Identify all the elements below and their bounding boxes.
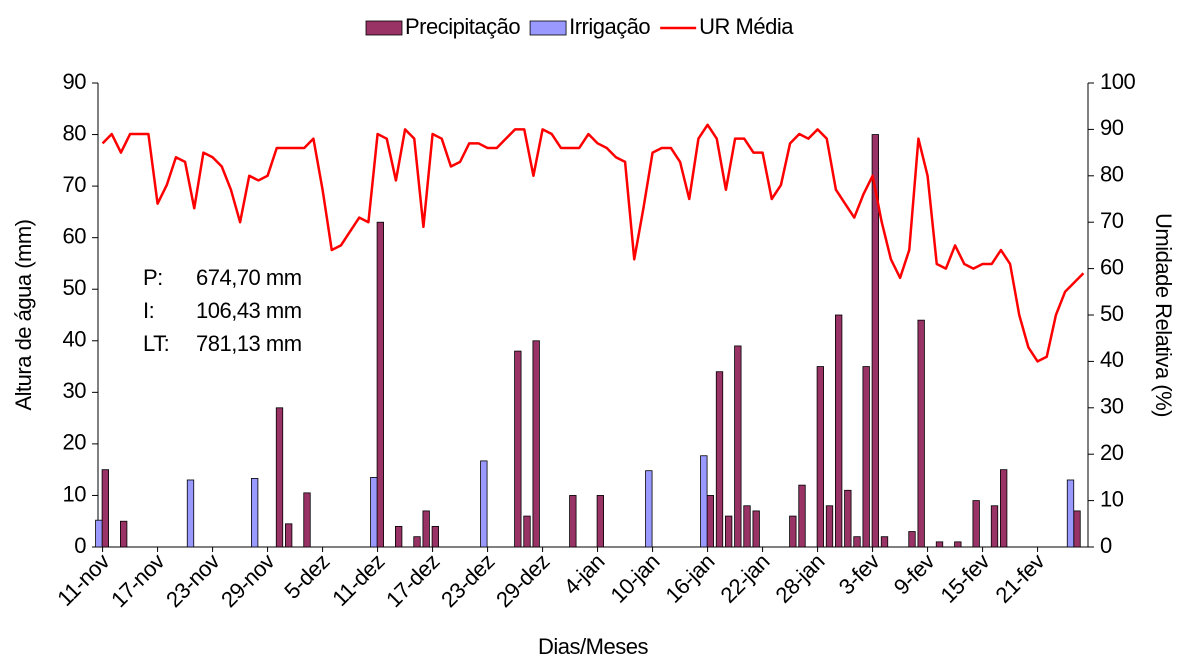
bar — [120, 520, 128, 548]
bar — [743, 505, 751, 548]
bar — [251, 478, 259, 548]
legend-label: Precipitação — [405, 14, 520, 39]
line — [101, 123, 1085, 363]
y-tick-label: 10 — [63, 481, 87, 506]
bar — [752, 510, 760, 548]
bar — [706, 495, 714, 548]
legend-label: Irrigação — [569, 14, 650, 39]
bar — [835, 314, 843, 548]
annotation-text: 674,70 mm — [196, 265, 302, 290]
bar — [395, 525, 403, 548]
bar — [715, 371, 724, 548]
y-axis-title: Altura de água (mm) — [11, 219, 36, 410]
bar — [725, 515, 733, 548]
x-axis-title: Dias/Meses — [538, 634, 648, 659]
legend-swatch — [529, 20, 567, 36]
bar — [798, 484, 806, 548]
bar — [816, 366, 824, 548]
bar — [1066, 479, 1075, 548]
y2-tick-label: 40 — [1100, 347, 1124, 372]
bar — [862, 366, 870, 548]
y2-tick-label: 20 — [1100, 440, 1124, 465]
bar — [376, 221, 384, 548]
bar — [880, 536, 889, 548]
bar — [825, 505, 834, 548]
bar — [285, 523, 293, 548]
legend-swatch — [365, 20, 403, 36]
y-tick-label: 60 — [63, 223, 87, 248]
bar — [532, 340, 540, 548]
bar — [101, 469, 109, 548]
y2-tick-label: 90 — [1100, 115, 1124, 140]
bar — [480, 460, 488, 548]
annotation-text: 106,43 mm — [196, 298, 302, 323]
bar — [645, 470, 653, 548]
bar — [954, 541, 962, 548]
bar — [514, 350, 522, 548]
bar — [700, 455, 708, 548]
bar — [186, 479, 195, 548]
bar — [908, 531, 916, 548]
bar — [917, 319, 925, 548]
annotation-label: P: — [143, 265, 163, 290]
y-tick-label: 70 — [63, 172, 87, 197]
y-tick-label: 40 — [63, 327, 87, 352]
y-tick-label: 30 — [63, 378, 87, 403]
y-tick-label: 20 — [63, 430, 87, 455]
bar — [596, 495, 604, 548]
legend-label: UR Média — [699, 14, 794, 39]
bar — [734, 345, 742, 548]
y2-tick-label: 50 — [1100, 301, 1124, 326]
y-tick-label: 50 — [63, 275, 87, 300]
bar — [370, 476, 378, 548]
y2-tick-label: 100 — [1100, 69, 1135, 94]
bar — [972, 500, 980, 548]
annotation-label: LT: — [143, 331, 169, 356]
y-tick-label: 80 — [63, 120, 87, 145]
bar — [422, 510, 430, 548]
bar — [275, 407, 284, 548]
bar — [844, 489, 852, 548]
bar — [431, 525, 439, 548]
y2-tick-label: 70 — [1100, 208, 1124, 233]
bar — [990, 505, 999, 548]
bar — [523, 515, 531, 548]
y2-tick-label: 0 — [1100, 533, 1112, 558]
y2-tick-label: 10 — [1100, 486, 1124, 511]
annotation-label: I: — [143, 298, 154, 323]
y-tick-label: 0 — [74, 533, 86, 558]
y2-tick-label: 80 — [1100, 162, 1124, 187]
bar — [789, 515, 797, 548]
bar — [569, 495, 577, 548]
bar — [853, 536, 861, 548]
y2-tick-label: 60 — [1100, 254, 1124, 279]
bar — [1073, 510, 1081, 548]
y2-axis-title: Umidade Relativa (%) — [1151, 213, 1176, 417]
bar — [1000, 469, 1008, 548]
bar — [95, 519, 103, 548]
bar — [935, 541, 944, 548]
bar — [303, 492, 311, 548]
bar — [871, 134, 879, 548]
y2-tick-label: 30 — [1100, 394, 1124, 419]
bar — [413, 536, 421, 548]
y-tick-label: 90 — [63, 69, 87, 94]
annotation-text: 781,13 mm — [196, 331, 302, 356]
